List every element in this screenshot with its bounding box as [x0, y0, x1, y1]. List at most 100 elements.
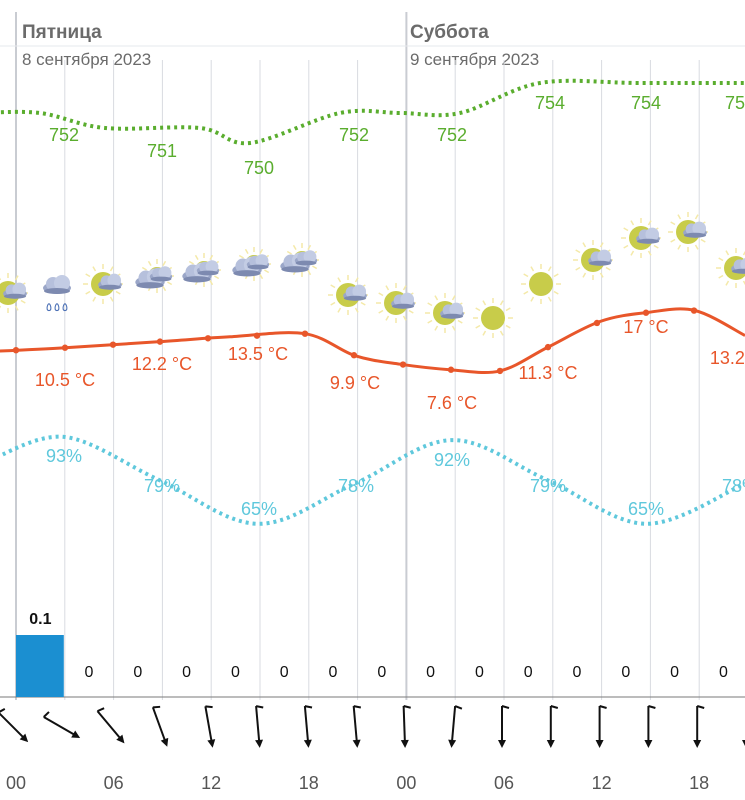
temperature-label: 9.9 °C [330, 373, 380, 393]
cloudy-sun-icon [0, 273, 28, 313]
sun-ray [547, 296, 552, 302]
precipitation-bar [16, 635, 64, 697]
wind-barb [454, 705, 463, 710]
wind-head [400, 739, 409, 748]
temperature-point [61, 344, 69, 351]
sun-ray [147, 260, 152, 266]
wind-arrow-icon [43, 711, 81, 738]
temperature-point [399, 361, 407, 368]
humidity-label: 92% [434, 450, 470, 470]
wind-head [160, 737, 169, 747]
pressure-label: 752 [49, 125, 79, 145]
temperature-point [544, 343, 552, 351]
x-tick-label: 12 [592, 773, 612, 793]
wind-arrow-icon [0, 708, 29, 743]
sun-ray [605, 266, 611, 271]
pressure-label: 754 [535, 93, 565, 113]
cloudy-icon [232, 247, 271, 281]
cloud-shape [352, 284, 367, 299]
cloudy-sun-icon [83, 264, 123, 304]
pressure-label: 751 [147, 141, 177, 161]
sun-ray [499, 300, 504, 306]
sun-ray [85, 273, 91, 278]
precipitation-label: 0 [377, 664, 386, 681]
sun-ray [523, 273, 529, 278]
wind-shaft [450, 705, 457, 745]
wind-barb [97, 707, 105, 713]
sun-ray [14, 305, 19, 311]
wind-barb [255, 705, 264, 709]
sun-ray [630, 250, 635, 256]
wind-head [303, 739, 312, 748]
wind-shaft [352, 705, 358, 745]
humidity-label: 79% [530, 476, 566, 496]
wind-head [207, 739, 216, 748]
precipitation-label: 0 [719, 664, 728, 681]
sun-ray [292, 244, 297, 250]
sun-ray [475, 324, 481, 329]
day-date-friday: 8 сентября 2023 [22, 50, 152, 69]
x-tick-label: 18 [689, 773, 709, 793]
sun-ray [499, 330, 504, 336]
wind-barb [501, 705, 510, 709]
humidity-label: 79% [144, 476, 180, 496]
precipitation-label: 0 [670, 664, 679, 681]
sun-ray [264, 269, 270, 274]
wind-barb [152, 705, 161, 709]
wind-barb [696, 705, 705, 709]
x-tick-label: 18 [299, 773, 319, 793]
cloud-shape [731, 268, 745, 274]
sun-ray [141, 266, 147, 271]
sun-ray [354, 307, 359, 313]
wind-barb [353, 705, 362, 709]
humidity-label: 65% [628, 499, 664, 519]
cloud-shape [247, 264, 269, 270]
temperature-point [109, 341, 117, 348]
sun-ray [162, 286, 167, 292]
rain-drop: ٥ [62, 300, 68, 314]
wind-shaft [0, 711, 27, 741]
cloud-shape [597, 249, 612, 264]
precipitation-label: 0.1 [29, 611, 51, 628]
cloud-shape [343, 295, 367, 301]
cloudy-sun-icon [425, 293, 465, 333]
wind-head [644, 740, 653, 748]
sun-ray [475, 307, 481, 312]
sun-ray [505, 307, 511, 312]
sun-ray [582, 272, 587, 278]
temperature-point [12, 346, 20, 354]
wind-arrow-icon [644, 705, 656, 748]
humidity-label: 65% [241, 499, 277, 519]
precipitation-label: 0 [621, 664, 630, 681]
precipitation-label: 0 [280, 664, 289, 681]
temperature-label: 12.2 °C [132, 354, 192, 374]
sun-ray [162, 260, 167, 266]
cloud-shape [158, 266, 172, 279]
sun-ray [457, 319, 463, 324]
cloud-shape [205, 260, 219, 273]
temperature-point [204, 335, 212, 342]
sun-ray [354, 277, 359, 283]
sun-ray [725, 250, 730, 256]
wind-arrow-icon [400, 705, 411, 748]
cloud-shape [295, 260, 317, 266]
sun-ray [725, 280, 730, 286]
x-tick-label: 00 [396, 773, 416, 793]
wind-shaft [43, 716, 78, 737]
sun-ray [14, 275, 19, 281]
pressure-label: 754 [631, 93, 661, 113]
temperature-point [253, 332, 261, 339]
wind-barb [403, 705, 411, 709]
sun-ray [647, 220, 652, 226]
sun-disc [481, 306, 505, 330]
cloudy-icon [280, 243, 319, 277]
sun-ray [451, 325, 456, 331]
wind-barb [648, 705, 656, 709]
sun-ray [385, 315, 390, 321]
wind-arrow-icon [96, 707, 125, 744]
precipitation-label: 0 [475, 664, 484, 681]
wind-head [71, 730, 81, 738]
pressure-label: 754 [725, 93, 745, 113]
wind-shaft [255, 705, 261, 745]
